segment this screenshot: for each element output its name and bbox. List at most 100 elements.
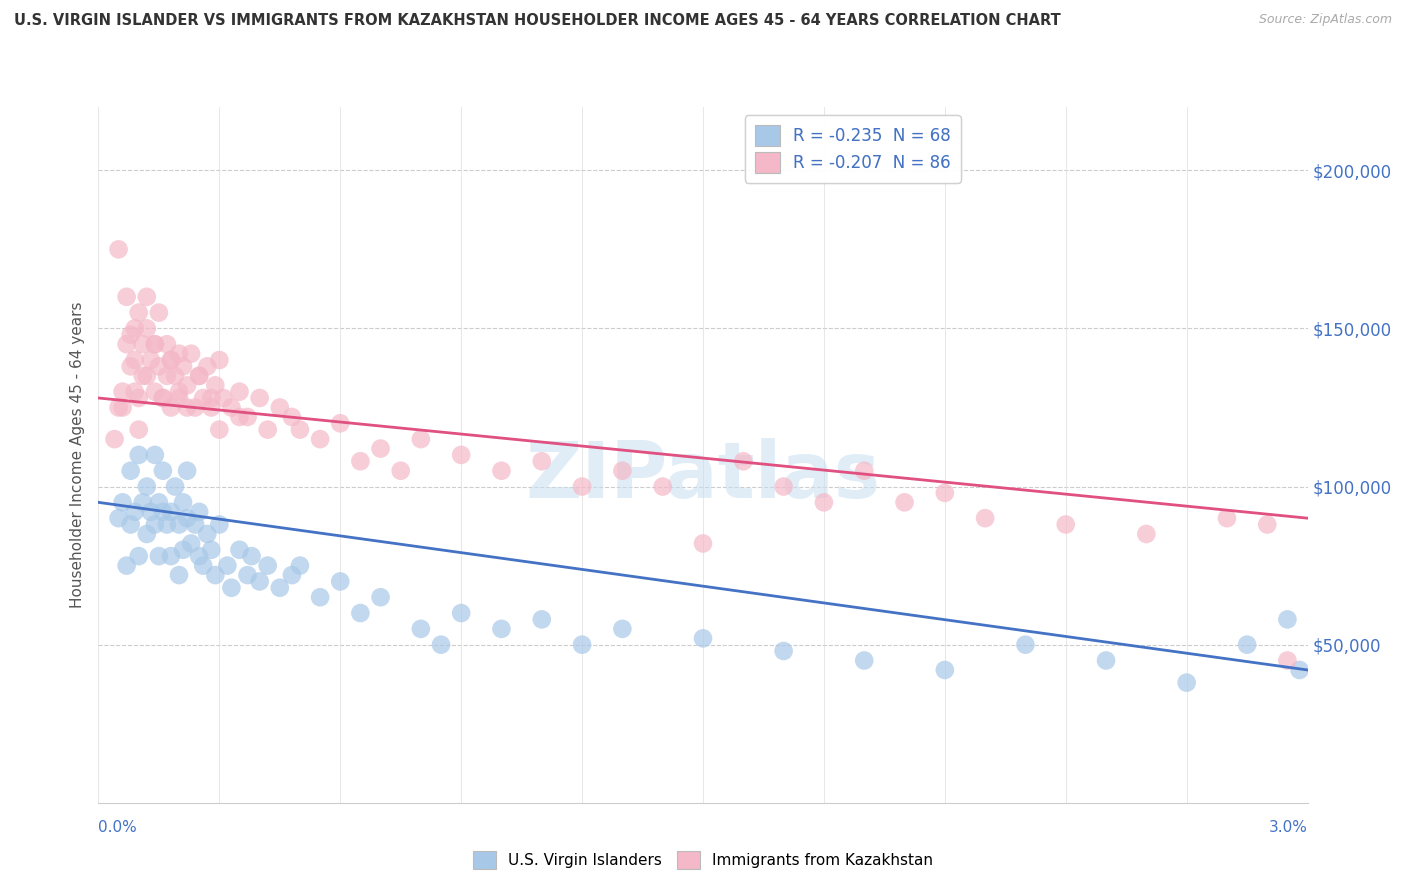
- Point: [135, 368, 157, 383]
- Point: [180, 347, 202, 361]
- Point: [160, 505, 183, 519]
- Y-axis label: Householder Income Ages 45 - 64 years: Householder Income Ages 45 - 64 years: [69, 301, 84, 608]
- Point: [156, 517, 179, 532]
- Point: [107, 243, 129, 257]
- Point: [152, 391, 174, 405]
- Point: [107, 401, 129, 415]
- Point: [124, 384, 146, 399]
- Point: [1277, 653, 1299, 667]
- Point: [269, 581, 291, 595]
- Point: [1256, 517, 1278, 532]
- Point: [184, 517, 207, 532]
- Point: [188, 368, 211, 383]
- Point: [208, 517, 231, 532]
- Point: [160, 549, 183, 563]
- Point: [176, 464, 198, 478]
- Point: [256, 558, 278, 573]
- Point: [135, 290, 157, 304]
- Point: [204, 568, 226, 582]
- Point: [143, 517, 166, 532]
- Point: [1175, 675, 1198, 690]
- Point: [124, 353, 146, 368]
- Point: [281, 568, 304, 582]
- Point: [772, 479, 794, 493]
- Point: [692, 536, 714, 550]
- Point: [329, 574, 352, 589]
- Point: [329, 417, 352, 431]
- Point: [167, 347, 190, 361]
- Point: [111, 495, 134, 509]
- Point: [148, 549, 170, 563]
- Point: [193, 391, 215, 405]
- Point: [132, 495, 155, 509]
- Point: [217, 558, 239, 573]
- Text: Source: ZipAtlas.com: Source: ZipAtlas.com: [1258, 13, 1392, 27]
- Point: [228, 384, 250, 399]
- Point: [115, 337, 138, 351]
- Point: [349, 454, 371, 468]
- Text: ZIPatlas: ZIPatlas: [526, 438, 880, 514]
- Point: [143, 337, 166, 351]
- Point: [370, 591, 392, 605]
- Point: [172, 359, 194, 374]
- Point: [651, 479, 673, 493]
- Point: [172, 542, 194, 557]
- Point: [156, 368, 179, 383]
- Point: [450, 448, 472, 462]
- Point: [111, 384, 134, 399]
- Point: [184, 401, 207, 415]
- Point: [132, 337, 155, 351]
- Point: [934, 663, 956, 677]
- Point: [974, 511, 997, 525]
- Point: [115, 290, 138, 304]
- Point: [530, 454, 553, 468]
- Point: [128, 305, 150, 319]
- Point: [148, 359, 170, 374]
- Point: [188, 505, 211, 519]
- Point: [1277, 612, 1299, 626]
- Point: [491, 464, 513, 478]
- Point: [128, 423, 150, 437]
- Point: [281, 409, 304, 424]
- Point: [1054, 517, 1077, 532]
- Point: [249, 574, 271, 589]
- Point: [450, 606, 472, 620]
- Point: [249, 391, 271, 405]
- Point: [288, 558, 311, 573]
- Point: [124, 321, 146, 335]
- Point: [148, 495, 170, 509]
- Point: [491, 622, 513, 636]
- Point: [733, 454, 755, 468]
- Point: [813, 495, 835, 509]
- Legend: U.S. Virgin Islanders, Immigrants from Kazakhstan: U.S. Virgin Islanders, Immigrants from K…: [467, 845, 939, 875]
- Point: [111, 401, 134, 415]
- Point: [135, 527, 157, 541]
- Text: 0.0%: 0.0%: [98, 821, 138, 835]
- Point: [692, 632, 714, 646]
- Point: [571, 638, 593, 652]
- Point: [120, 327, 142, 342]
- Point: [934, 486, 956, 500]
- Point: [167, 384, 190, 399]
- Point: [139, 353, 162, 368]
- Point: [269, 401, 291, 415]
- Point: [172, 495, 194, 509]
- Point: [132, 368, 155, 383]
- Point: [221, 581, 243, 595]
- Point: [156, 337, 179, 351]
- Point: [139, 505, 162, 519]
- Point: [208, 353, 231, 368]
- Point: [120, 359, 142, 374]
- Point: [143, 337, 166, 351]
- Point: [236, 409, 259, 424]
- Point: [195, 527, 218, 541]
- Point: [288, 423, 311, 437]
- Point: [1014, 638, 1036, 652]
- Point: [612, 622, 634, 636]
- Point: [1288, 663, 1310, 677]
- Point: [200, 542, 222, 557]
- Point: [200, 391, 222, 405]
- Point: [204, 378, 226, 392]
- Point: [571, 479, 593, 493]
- Point: [160, 353, 183, 368]
